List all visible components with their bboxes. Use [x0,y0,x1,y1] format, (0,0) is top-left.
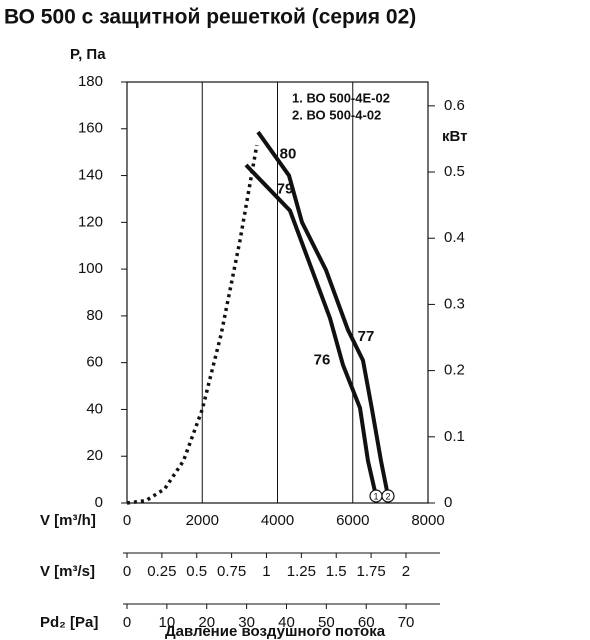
extra-axis-tick-label: 20 [198,614,215,631]
x-tick-label: 0 [123,512,131,529]
y2-tick-label: 0.2 [444,362,465,379]
x-tick-label: 6000 [336,512,369,529]
series-line [126,144,259,505]
chart-title: ВО 500 с защитной решеткой (серия 02) [4,6,416,29]
y-tick-label: 180 [78,73,103,90]
extra-axis-tick-label: 40 [278,614,295,631]
x-tick-label: 2000 [186,512,219,529]
y2-tick-label: 0.6 [444,97,465,114]
extra-axis-tick-label: 50 [318,614,335,631]
end-label: 2 [385,491,390,501]
extra-axis-tick-label: 30 [238,614,255,631]
x-tick-label: 8000 [411,512,444,529]
legend-entry: 1. ВО 500-4Е-02 [292,90,390,105]
extra-axis-tick-label: 0.75 [217,563,246,580]
extra-axis-tick-label: 0.25 [147,563,176,580]
y-tick-label: 140 [78,167,103,184]
extra-axis-label: V [m³/s] [40,563,95,580]
y2-tick-label: 0.1 [444,428,465,445]
extra-axis-label: Pd₂ [Pa] [40,614,98,631]
extra-axis-tick-label: 0 [123,614,131,631]
y-tick-label: 20 [86,447,103,464]
y2-axis-label: кВт [442,128,468,145]
annotation: 76 [314,351,331,368]
annotation: 80 [280,145,297,162]
series-line [244,163,378,497]
y-tick-label: 0 [95,494,103,511]
x-tick-label: 4000 [261,512,294,529]
y-axis-label: P, Па [70,46,106,63]
annotation: 77 [358,328,375,345]
y2-tick-label: 0.4 [444,229,465,246]
y-tick-label: 100 [78,260,103,277]
y-tick-label: 60 [86,354,103,371]
series-line [256,130,390,497]
end-label: 1 [373,491,378,501]
bottom-label: Давление воздушного потока [165,623,386,640]
y-tick-label: 120 [78,213,103,230]
y-tick-label: 160 [78,120,103,137]
y2-tick-label: 0.5 [444,163,465,180]
extra-axis-tick-label: 60 [358,614,375,631]
y2-tick-label: 0 [444,494,452,511]
extra-axis-tick-label: 2 [402,563,410,580]
y-tick-label: 40 [86,400,103,417]
extra-axis-tick-label: 0 [123,563,131,580]
extra-axis-tick-label: 1.75 [356,563,385,580]
extra-axis-tick-label: 1.5 [326,563,347,580]
annotation: 79 [277,181,294,198]
extra-axis-tick-label: 10 [159,614,176,631]
extra-axis-tick-label: 0.5 [186,563,207,580]
y-tick-label: 80 [86,307,103,324]
legend-entry: 2. ВО 500-4-02 [292,107,381,122]
extra-axis-tick-label: 1.25 [287,563,316,580]
y2-tick-label: 0.3 [444,295,465,312]
x-axis-label: V [m³/h] [40,512,96,529]
end-marker [381,489,395,503]
extra-axis-tick-label: 70 [398,614,415,631]
extra-axis-tick-label: 1 [262,563,270,580]
